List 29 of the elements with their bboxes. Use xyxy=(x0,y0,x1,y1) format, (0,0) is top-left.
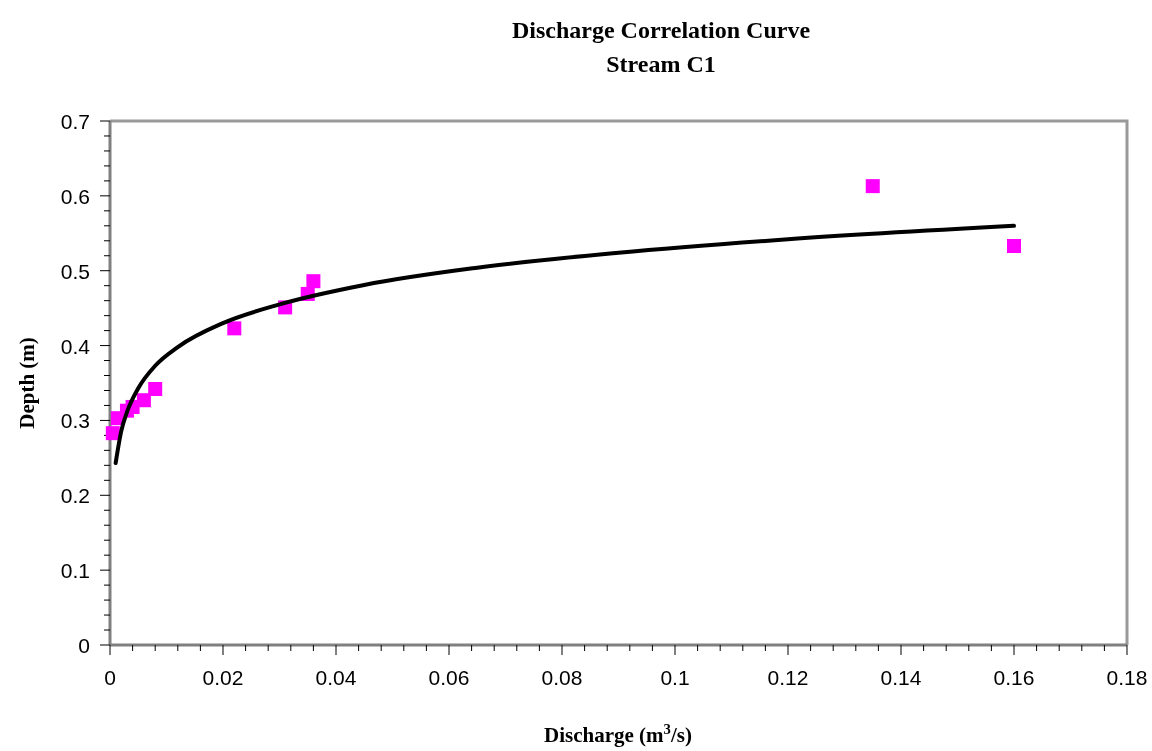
x-tick-label: 0.18 xyxy=(1106,666,1148,689)
y-axis-title: Depth (m) xyxy=(15,337,39,429)
x-tick-label: 0.02 xyxy=(202,666,244,689)
y-tick-label: 0.7 xyxy=(60,110,90,133)
y-tick-label: 0.1 xyxy=(60,559,90,583)
point xyxy=(306,274,321,289)
y-tick-label: 0.4 xyxy=(60,334,91,358)
x-tick-label: 0.16 xyxy=(993,666,1035,689)
chart-subtitle: Stream C1 xyxy=(606,51,716,77)
x-tick-label: 0 xyxy=(104,666,116,689)
y-tick-label: 0.5 xyxy=(60,259,90,283)
chart-title: Discharge Correlation Curve xyxy=(511,17,811,43)
y-tick-label: 0.6 xyxy=(60,184,90,208)
point xyxy=(136,393,151,408)
x-tick-label: 0.04 xyxy=(315,666,357,689)
x-tick-label: 0.14 xyxy=(880,666,922,689)
point xyxy=(148,381,163,396)
point xyxy=(1007,239,1021,254)
x-tick-label: 0.12 xyxy=(767,666,809,689)
x-tick-label: 0.06 xyxy=(428,666,470,689)
y-tick-label: 0.2 xyxy=(60,484,90,508)
x-tick-label: 0.1 xyxy=(660,666,690,689)
y-tick-label: 0.3 xyxy=(60,409,90,433)
x-tick-label: 0.08 xyxy=(541,666,583,689)
point xyxy=(105,426,120,441)
point xyxy=(865,179,880,194)
x-axis-title: Discharge (m$^{3}$/s) xyxy=(544,721,692,747)
y-tick-label: 0 xyxy=(78,634,90,657)
point xyxy=(227,321,242,336)
